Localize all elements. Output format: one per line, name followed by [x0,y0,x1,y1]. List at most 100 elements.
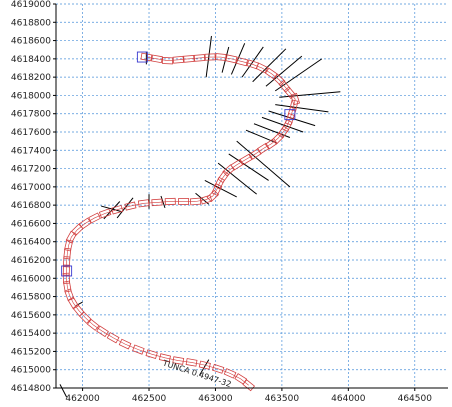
track-node [199,194,213,205]
selected-node [136,51,148,63]
spoke-line [241,46,264,78]
track-node [272,73,286,87]
track-node [281,119,293,132]
track-node [124,201,137,211]
track-node [284,112,295,126]
x-tick-label: 462000 [65,394,100,404]
x-tick-label: 464000 [331,394,366,404]
track-node [88,212,101,224]
track-node [65,230,77,244]
track-node [211,363,225,374]
track-node [283,86,296,100]
y-tick-label: 4616000 [11,274,51,284]
track-node [222,164,236,177]
spoke-line [228,153,269,181]
selected-points [61,51,296,277]
spoke-line [253,123,291,138]
x-tick-label: 463000 [198,394,233,404]
track-node [235,56,249,67]
track-node [63,247,72,260]
spoke-line [116,197,134,219]
track-node [239,153,253,166]
x-tick-label: 463500 [265,394,300,404]
track-node [162,57,174,65]
y-tick-label: 4619000 [11,0,51,10]
y-tick-label: 4616600 [11,219,51,229]
spoke-line [101,205,122,213]
y-tick-label: 4615800 [11,293,51,303]
track-node [67,296,79,310]
track-node [106,332,120,344]
y-tick-label: 4616400 [11,238,51,248]
track-node [64,288,75,301]
y-tick-label: 4618400 [11,55,51,65]
track-node [151,54,163,64]
spoke-line [230,43,246,75]
track-node [63,280,72,293]
track-node [118,338,132,350]
y-tick-label: 4617600 [11,128,51,138]
spoke-line [261,116,304,133]
track-node [79,311,92,324]
y-tick-label: 4616800 [11,201,51,211]
track-node [64,239,74,252]
y-tick-label: 4615400 [11,329,51,339]
track-node [278,79,291,93]
track-node [213,176,225,190]
track-node [62,256,71,268]
y-tick-label: 4618200 [11,73,51,83]
track-node [178,198,189,205]
track-node [193,54,206,62]
y-tick-label: 4616200 [11,256,51,266]
y-tick-label: 4617800 [11,110,51,120]
track-node [62,272,71,284]
spoke-line [245,129,277,144]
track-node [151,198,163,207]
spoke-line [59,384,68,398]
track-node [215,53,227,61]
track-node [277,125,290,139]
track-node [98,208,112,219]
x-tick-label: 462500 [132,394,167,404]
spoke-line [265,55,303,87]
track-node [217,170,230,184]
track-node [164,197,176,206]
track-node [248,148,262,160]
spoke-line [274,58,323,92]
track-node [255,62,269,74]
y-axis-ticks: 4619000 4618800 4618600 4618400 4618200 46180… [11,0,56,394]
track-node [96,325,109,338]
track-node [204,53,216,61]
y-tick-label: 4617000 [11,183,51,193]
track-node [145,349,158,360]
track-node [172,356,185,365]
track-node [206,189,220,203]
track-node [158,353,172,363]
track-node [223,368,237,379]
spoke-line [275,104,329,113]
y-tick-label: 4615000 [11,366,51,376]
x-tick-label: 464500 [398,394,433,404]
y-tick-label: 4614800 [11,384,51,394]
y-tick-label: 4617400 [11,146,51,156]
track-node [225,54,238,64]
spoke-line [252,48,287,83]
y-tick-label: 4618000 [11,91,51,101]
selected-node [284,109,296,121]
track-node [71,223,84,237]
track-node [264,138,278,150]
plot-background [56,4,448,388]
spoke-line [217,162,257,195]
track-node [271,132,285,145]
track-node [289,99,299,112]
y-tick-label: 4618800 [11,18,51,28]
selected-node [61,265,73,277]
track-node [211,183,223,196]
track-node [189,197,202,206]
track-node [183,55,195,63]
track-node [132,344,145,355]
track-node [86,318,100,331]
track-node [172,55,184,64]
spoke-line [205,35,212,78]
track-node [110,204,124,215]
